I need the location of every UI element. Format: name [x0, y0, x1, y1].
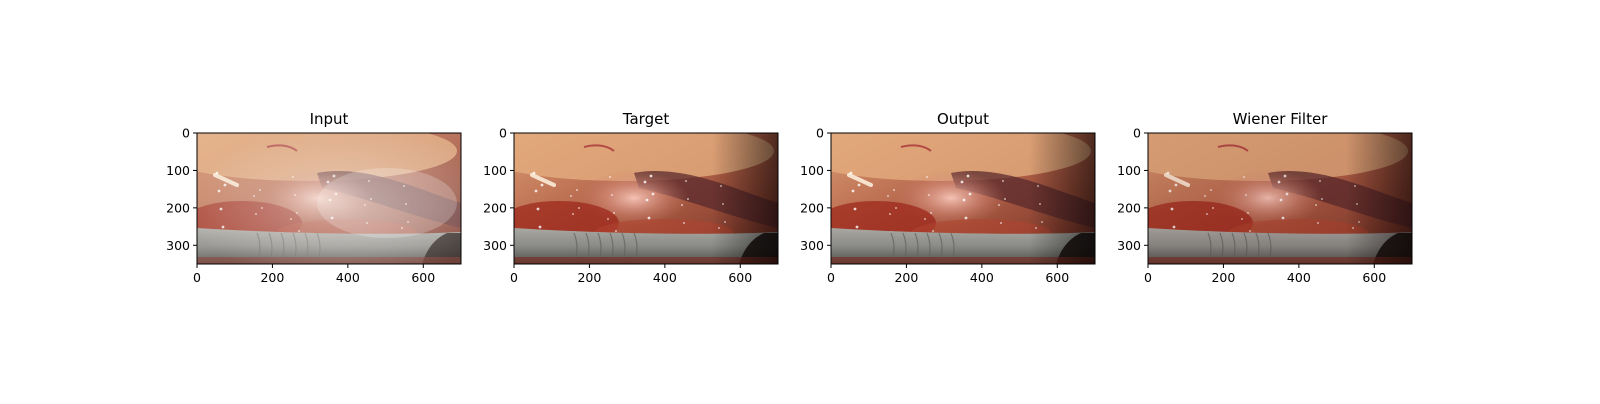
- x-tick-label: 200: [894, 270, 918, 285]
- x-tick-label: 600: [1045, 270, 1069, 285]
- x-tick-label: 200: [1211, 270, 1235, 285]
- x-tick-label: 0: [827, 270, 835, 285]
- x-tick-label: 400: [653, 270, 677, 285]
- x-tick-label: 400: [1287, 270, 1311, 285]
- y-tick-label: 300: [1117, 238, 1141, 253]
- panel-title: Output: [937, 110, 989, 128]
- y-tick-label: 100: [800, 163, 824, 178]
- y-tick-label: 0: [499, 126, 507, 141]
- surgical-scene-image: [197, 133, 461, 264]
- axes-frame: [513, 132, 779, 265]
- x-tick-label: 600: [411, 270, 435, 285]
- y-tick-label: 200: [1117, 200, 1141, 215]
- x-tick-label: 200: [260, 270, 284, 285]
- y-tick-label: 0: [1133, 126, 1141, 141]
- x-tick-label: 400: [970, 270, 994, 285]
- axes-frame: [196, 132, 462, 265]
- panel-output: Output 0 200 400 600 0 100 200 300: [800, 110, 1096, 285]
- surgical-scene-image: [831, 133, 1095, 264]
- x-tick-label: 600: [1362, 270, 1386, 285]
- panel-title: Target: [622, 110, 670, 128]
- y-tick-label: 200: [166, 200, 190, 215]
- panel-title: Wiener Filter: [1233, 110, 1329, 128]
- surgical-scene-image: [514, 133, 778, 264]
- axes-frame: [1147, 132, 1413, 265]
- y-tick-label: 300: [483, 238, 507, 253]
- y-tick-label: 200: [800, 200, 824, 215]
- y-tick-label: 0: [182, 126, 190, 141]
- x-tick-label: 0: [1144, 270, 1152, 285]
- panel-title: Input: [310, 110, 349, 128]
- x-tick-label: 400: [336, 270, 360, 285]
- y-tick-label: 100: [483, 163, 507, 178]
- y-tick-label: 300: [166, 238, 190, 253]
- y-tick-label: 0: [816, 126, 824, 141]
- panel-input: Input 0 200 400 600 0 100 200 300: [166, 110, 462, 285]
- x-tick-label: 0: [193, 270, 201, 285]
- y-tick-label: 100: [166, 163, 190, 178]
- x-tick-label: 0: [510, 270, 518, 285]
- panel-wiener-filter: Wiener Filter 0 200 400 600 0 100 200 300: [1117, 110, 1413, 285]
- axes-frame: [830, 132, 1096, 265]
- y-tick-label: 300: [800, 238, 824, 253]
- y-tick-label: 200: [483, 200, 507, 215]
- x-tick-label: 200: [577, 270, 601, 285]
- y-tick-label: 100: [1117, 163, 1141, 178]
- surgical-scene-image: [1148, 133, 1412, 264]
- x-tick-label: 600: [728, 270, 752, 285]
- panel-target: Target 0 200 400 600 0 100 200 300: [483, 110, 779, 285]
